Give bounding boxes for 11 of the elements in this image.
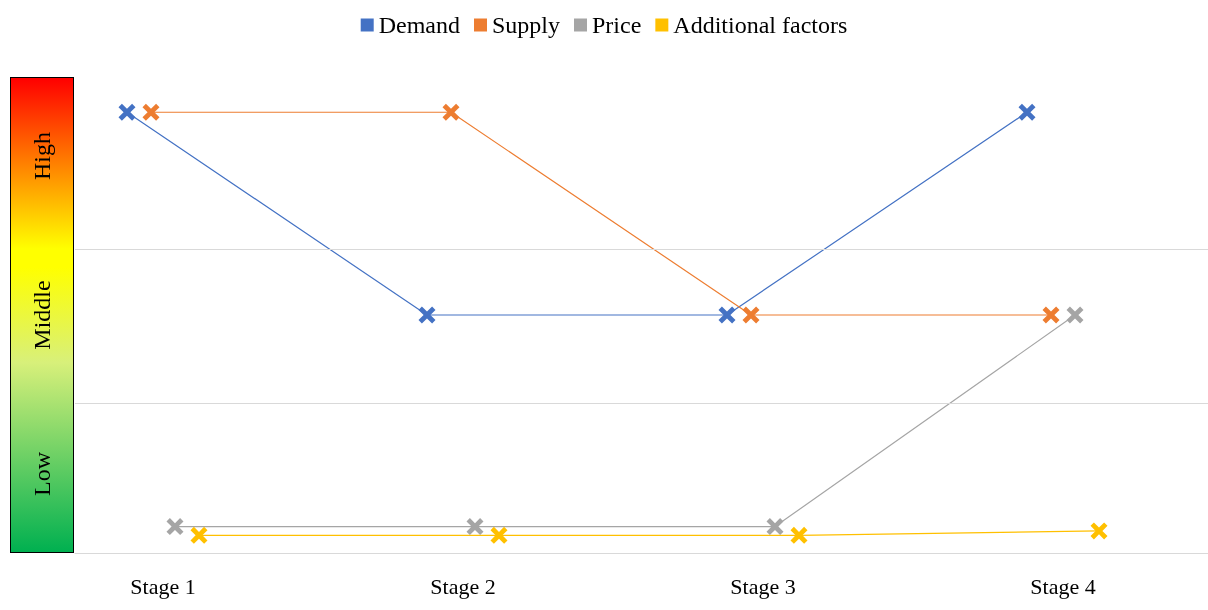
legend-label: Demand (378, 12, 461, 38)
legend-label: Price (592, 12, 642, 38)
legend-label: Additional factors (673, 12, 848, 38)
text: Low (28, 451, 56, 496)
x-tick-label: Stage 3 (730, 573, 796, 599)
text: High (28, 132, 56, 181)
x-tick-label: Stage 1 (130, 573, 196, 599)
legend-label: Supply (492, 12, 561, 38)
x-tick-label: Stage 4 (1030, 573, 1096, 599)
text: Middle (28, 280, 56, 350)
x-tick-label: Stage 2 (430, 573, 496, 599)
